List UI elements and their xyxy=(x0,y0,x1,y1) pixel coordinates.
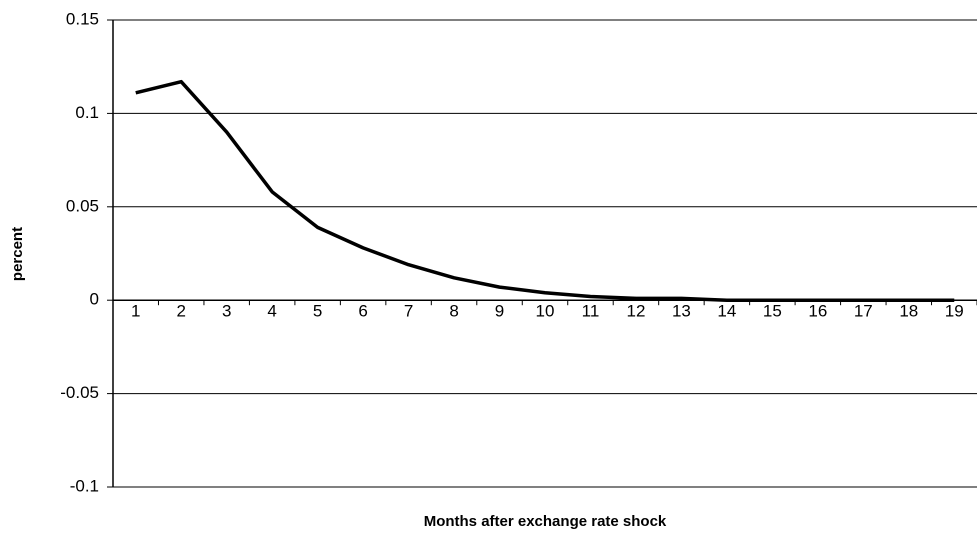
x-tick-label: 7 xyxy=(404,302,413,321)
y-tick-label: 0.05 xyxy=(66,196,99,215)
x-tick-label: 9 xyxy=(495,302,504,321)
x-tick-label: 18 xyxy=(899,302,918,321)
x-tick-label: 12 xyxy=(626,302,645,321)
x-tick-label: 2 xyxy=(176,302,185,321)
x-tick-label: 11 xyxy=(582,302,600,321)
x-tick-label: 1 xyxy=(131,302,140,321)
x-tick-label: 5 xyxy=(313,302,322,321)
x-tick-label: 16 xyxy=(808,302,827,321)
y-tick-label: 0.15 xyxy=(66,9,99,28)
x-tick-label: 8 xyxy=(449,302,458,321)
x-tick-label: 10 xyxy=(536,302,555,321)
x-tick-label: 17 xyxy=(854,302,873,321)
x-axis-title: Months after exchange rate shock xyxy=(424,513,667,530)
y-axis-title: percent xyxy=(9,227,26,281)
x-tick-label: 14 xyxy=(717,302,736,321)
x-tick-label: 19 xyxy=(945,302,964,321)
x-tick-label: 3 xyxy=(222,302,231,321)
y-tick-label: -0.1 xyxy=(70,476,99,495)
x-tick-label: 4 xyxy=(267,302,276,321)
line-series xyxy=(135,79,955,302)
y-tick-label: -0.05 xyxy=(60,383,99,402)
x-tick-label: 13 xyxy=(672,302,691,321)
x-tick-label: 15 xyxy=(763,302,782,321)
x-tick-label: 6 xyxy=(358,302,367,321)
y-tick-label: 0.1 xyxy=(75,103,99,122)
y-tick-label: 0 xyxy=(90,290,99,309)
